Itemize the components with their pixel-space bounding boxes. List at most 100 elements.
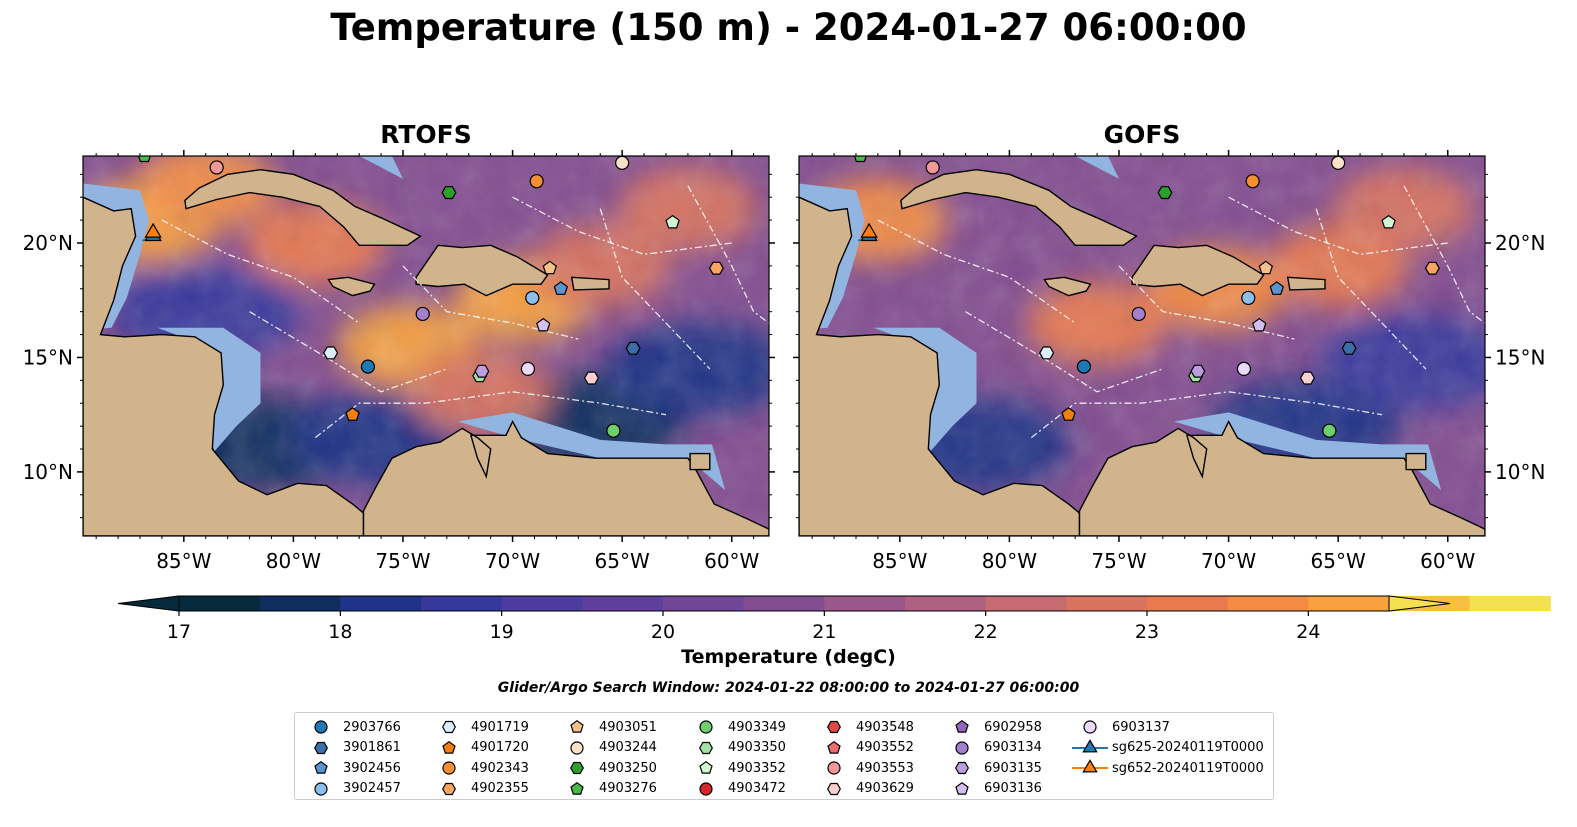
legend-item: 4903349	[686, 717, 786, 738]
legend-item: 3902456	[301, 758, 401, 779]
map-area	[83, 106, 769, 536]
legend-marker-6903134	[955, 741, 969, 755]
land-jamaica	[327, 276, 376, 297]
float-4903276	[137, 156, 151, 163]
colorbar-bin	[1066, 596, 1148, 611]
colorbar-frame	[178, 595, 1390, 612]
colorbar-bin	[1227, 596, 1309, 611]
land-trinidad	[1405, 452, 1427, 471]
legend-item: 4903352	[686, 758, 786, 779]
float-4902355	[708, 261, 724, 275]
legend-marker-4903250	[570, 762, 584, 775]
legend-marker-4903244	[570, 741, 584, 755]
panel-title-rtofs: RTOFS	[380, 120, 472, 149]
legend-label: 4903051	[599, 719, 657, 735]
float-4903553	[925, 160, 940, 175]
float-6903134	[415, 306, 430, 322]
legend-marker-4903553	[827, 761, 841, 775]
colorbar-bin	[179, 596, 261, 611]
colorbar-tick-label: 20	[651, 621, 675, 643]
legend-label: 4903250	[599, 760, 657, 776]
legend-label: 4903349	[728, 719, 786, 735]
legend-symbol	[699, 761, 713, 774]
x-tick-label: 75°W	[1091, 549, 1146, 573]
rtofs-map: 85°W 80°W 75°W 70°W 65°W 60°W 10°N 15°N 20°N	[23, 106, 775, 573]
legend-marker-4903352	[699, 761, 713, 774]
float-6903134	[1131, 306, 1146, 322]
legend-item: 6903135	[942, 758, 1042, 779]
legend-symbol	[442, 740, 456, 754]
figure-title: Temperature (150 m) - 2024-01-27 06:00:0…	[330, 6, 1247, 49]
legend-item: 4903553	[814, 758, 914, 779]
float-4901719	[323, 346, 339, 360]
legend-label: 4903276	[599, 781, 657, 797]
float-4903250	[1157, 186, 1173, 200]
legend-label: 4903244	[599, 740, 657, 756]
legend-symbol	[827, 740, 841, 754]
float-4903352	[1381, 214, 1396, 229]
float-3902457	[1241, 290, 1256, 306]
legend-symbol	[1083, 720, 1097, 734]
legend-marker-6902958	[955, 720, 969, 733]
legend-symbol	[955, 741, 969, 755]
x-tick-label: 80°W	[266, 549, 321, 573]
float-3902456	[1269, 281, 1285, 295]
legend-column: 4903051 4903244 4903250 4903276	[557, 717, 657, 799]
shelf-bahamas	[998, 156, 1119, 179]
colorbar-tick-label: 17	[167, 621, 191, 643]
float-4902343	[529, 174, 544, 189]
float-3901861	[1341, 341, 1357, 355]
legend-item: 4903350	[686, 738, 786, 759]
legend-label: 4903472	[728, 781, 786, 797]
legend-label: 3902457	[343, 781, 401, 797]
land-florida	[250, 106, 289, 131]
float-4903352	[665, 214, 680, 229]
float-6903137	[1236, 361, 1252, 376]
legend-label: 4903629	[856, 781, 914, 797]
legend-label: 4903352	[728, 760, 786, 776]
legend-marker-4903051	[570, 720, 584, 733]
land-jamaica	[1043, 276, 1092, 297]
colorbar-bin	[663, 596, 745, 611]
legend-item: 4903051	[557, 717, 657, 738]
land-centralAmerica	[799, 196, 1081, 536]
eez-boundary	[965, 311, 1164, 393]
x-tick-label: 80°W	[982, 549, 1037, 573]
colorbar-bin	[421, 596, 503, 611]
legend-symbol	[827, 721, 841, 734]
y-tick-label: 10°N	[23, 460, 73, 484]
legend-label: 3902456	[343, 760, 401, 776]
float-6903135	[1190, 364, 1206, 378]
legend-symbol	[570, 781, 584, 795]
legend-symbol	[570, 720, 584, 733]
float-4903349	[1322, 423, 1337, 438]
legend-symbol	[314, 741, 328, 754]
colorbar-bin	[501, 596, 583, 611]
legend-marker-6903137	[1083, 720, 1097, 734]
float-6903135	[474, 364, 490, 378]
float-4903553	[209, 160, 224, 175]
legend-item: 6903134	[942, 738, 1042, 759]
legend-item: 4903244	[557, 738, 657, 759]
legend-symbol	[955, 720, 969, 733]
legend-item: sg652-20240119T0000	[1070, 758, 1264, 779]
x-tick-label: 60°W	[1420, 549, 1475, 573]
legend-item: 4903276	[557, 779, 657, 800]
legend-marker-4903350	[699, 741, 713, 754]
eez-boundary	[1118, 265, 1295, 340]
land-southAmerica	[362, 419, 769, 536]
legend-label: 6903134	[984, 740, 1042, 756]
search-window-text: Glider/Argo Search Window: 2024-01-22 08…	[497, 680, 1080, 696]
float-6903136	[1252, 317, 1267, 332]
legend-label: sg625-20240119T0000	[1112, 740, 1264, 756]
legend-label: 2903766	[343, 719, 401, 735]
legend-symbol	[314, 761, 328, 774]
eez-boundary	[1228, 196, 1448, 256]
legend-symbol	[314, 782, 328, 796]
shelf-venezuela	[1173, 412, 1442, 491]
legend-marker-4903276	[570, 781, 584, 795]
colorbar-tick-label: 23	[1135, 621, 1159, 643]
colorbar-bin	[905, 596, 987, 611]
land-southAmerica	[1078, 419, 1485, 536]
